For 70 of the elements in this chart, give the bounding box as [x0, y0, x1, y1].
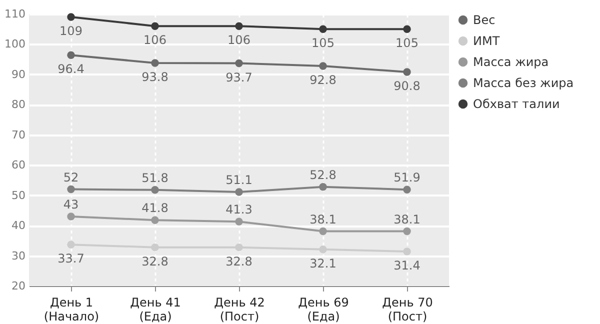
data-label: 38.1	[310, 212, 336, 226]
data-label: 41.8	[142, 201, 168, 216]
legend-label: Масса жира	[473, 55, 549, 69]
data-label: 109	[60, 24, 82, 38]
point	[67, 13, 75, 21]
legend-label: Обхват талии	[473, 97, 560, 111]
data-label: 105	[312, 36, 334, 50]
x-tick-label: День 69 (Еда)	[298, 296, 349, 324]
data-label: 38.1	[394, 212, 420, 226]
data-label: 32.8	[226, 254, 252, 268]
point	[235, 243, 243, 252]
y-tick-label: 50	[12, 188, 26, 202]
point	[67, 240, 75, 248]
point	[403, 248, 411, 256]
point	[235, 218, 243, 226]
data-label: 52	[63, 170, 79, 184]
y-tick-label: 100	[4, 38, 26, 51]
point	[235, 22, 243, 30]
point	[151, 243, 159, 252]
data-label: 32.1	[310, 256, 336, 270]
point	[319, 25, 327, 33]
data-label: 106	[228, 33, 250, 48]
data-label: 51.9	[394, 170, 420, 185]
y-tick-label: 70	[12, 128, 26, 142]
data-label: 106	[144, 33, 166, 48]
data-label: 52.8	[310, 168, 336, 182]
data-label: 96.4	[58, 62, 84, 76]
legend-label: Масса без жира	[473, 76, 574, 90]
data-label: 43	[63, 197, 79, 212]
point	[403, 68, 411, 76]
point	[67, 185, 75, 194]
point	[319, 62, 327, 70]
point	[151, 59, 159, 67]
point	[235, 59, 243, 68]
y-tick-label: 110	[4, 8, 26, 20]
data-label: 93.8	[142, 70, 168, 84]
x-tick-label: День 1 (Начало)	[44, 296, 100, 324]
y-tick-label: 90	[12, 68, 26, 81]
data-label: 33.7	[58, 252, 84, 266]
point	[235, 188, 243, 196]
y-tick-label: 60	[12, 158, 26, 172]
point	[151, 216, 159, 224]
point	[403, 25, 411, 33]
point	[319, 246, 327, 254]
data-label: 32.8	[142, 254, 168, 268]
point	[319, 227, 327, 236]
data-label: 105	[396, 36, 418, 50]
x-tick-label: День 41 (Еда)	[130, 296, 181, 324]
x-tick-label: День 70 (Пост)	[382, 296, 433, 324]
data-label: 90.8	[394, 79, 420, 94]
data-label: 51.1	[226, 173, 252, 188]
data-label: 31.4	[394, 258, 420, 273]
data-label: 92.8	[310, 72, 336, 87]
point	[67, 51, 75, 59]
y-tick-label: 30	[12, 249, 26, 262]
data-label: 51.8	[142, 170, 168, 185]
point	[319, 183, 327, 191]
legend-label: ИМТ	[473, 34, 500, 48]
y-tick-label: 40	[12, 219, 26, 232]
point	[151, 186, 159, 194]
data-label: 93.7	[226, 70, 252, 84]
point	[403, 186, 411, 194]
data-label: 41.3	[226, 202, 252, 217]
point	[151, 22, 159, 30]
legend-label: Вес	[473, 13, 496, 27]
y-tick-label: 20	[12, 280, 26, 292]
x-tick-label: День 42 (Пост)	[214, 296, 265, 324]
point	[67, 212, 75, 220]
point	[403, 227, 411, 236]
y-tick-label: 80	[12, 98, 26, 112]
